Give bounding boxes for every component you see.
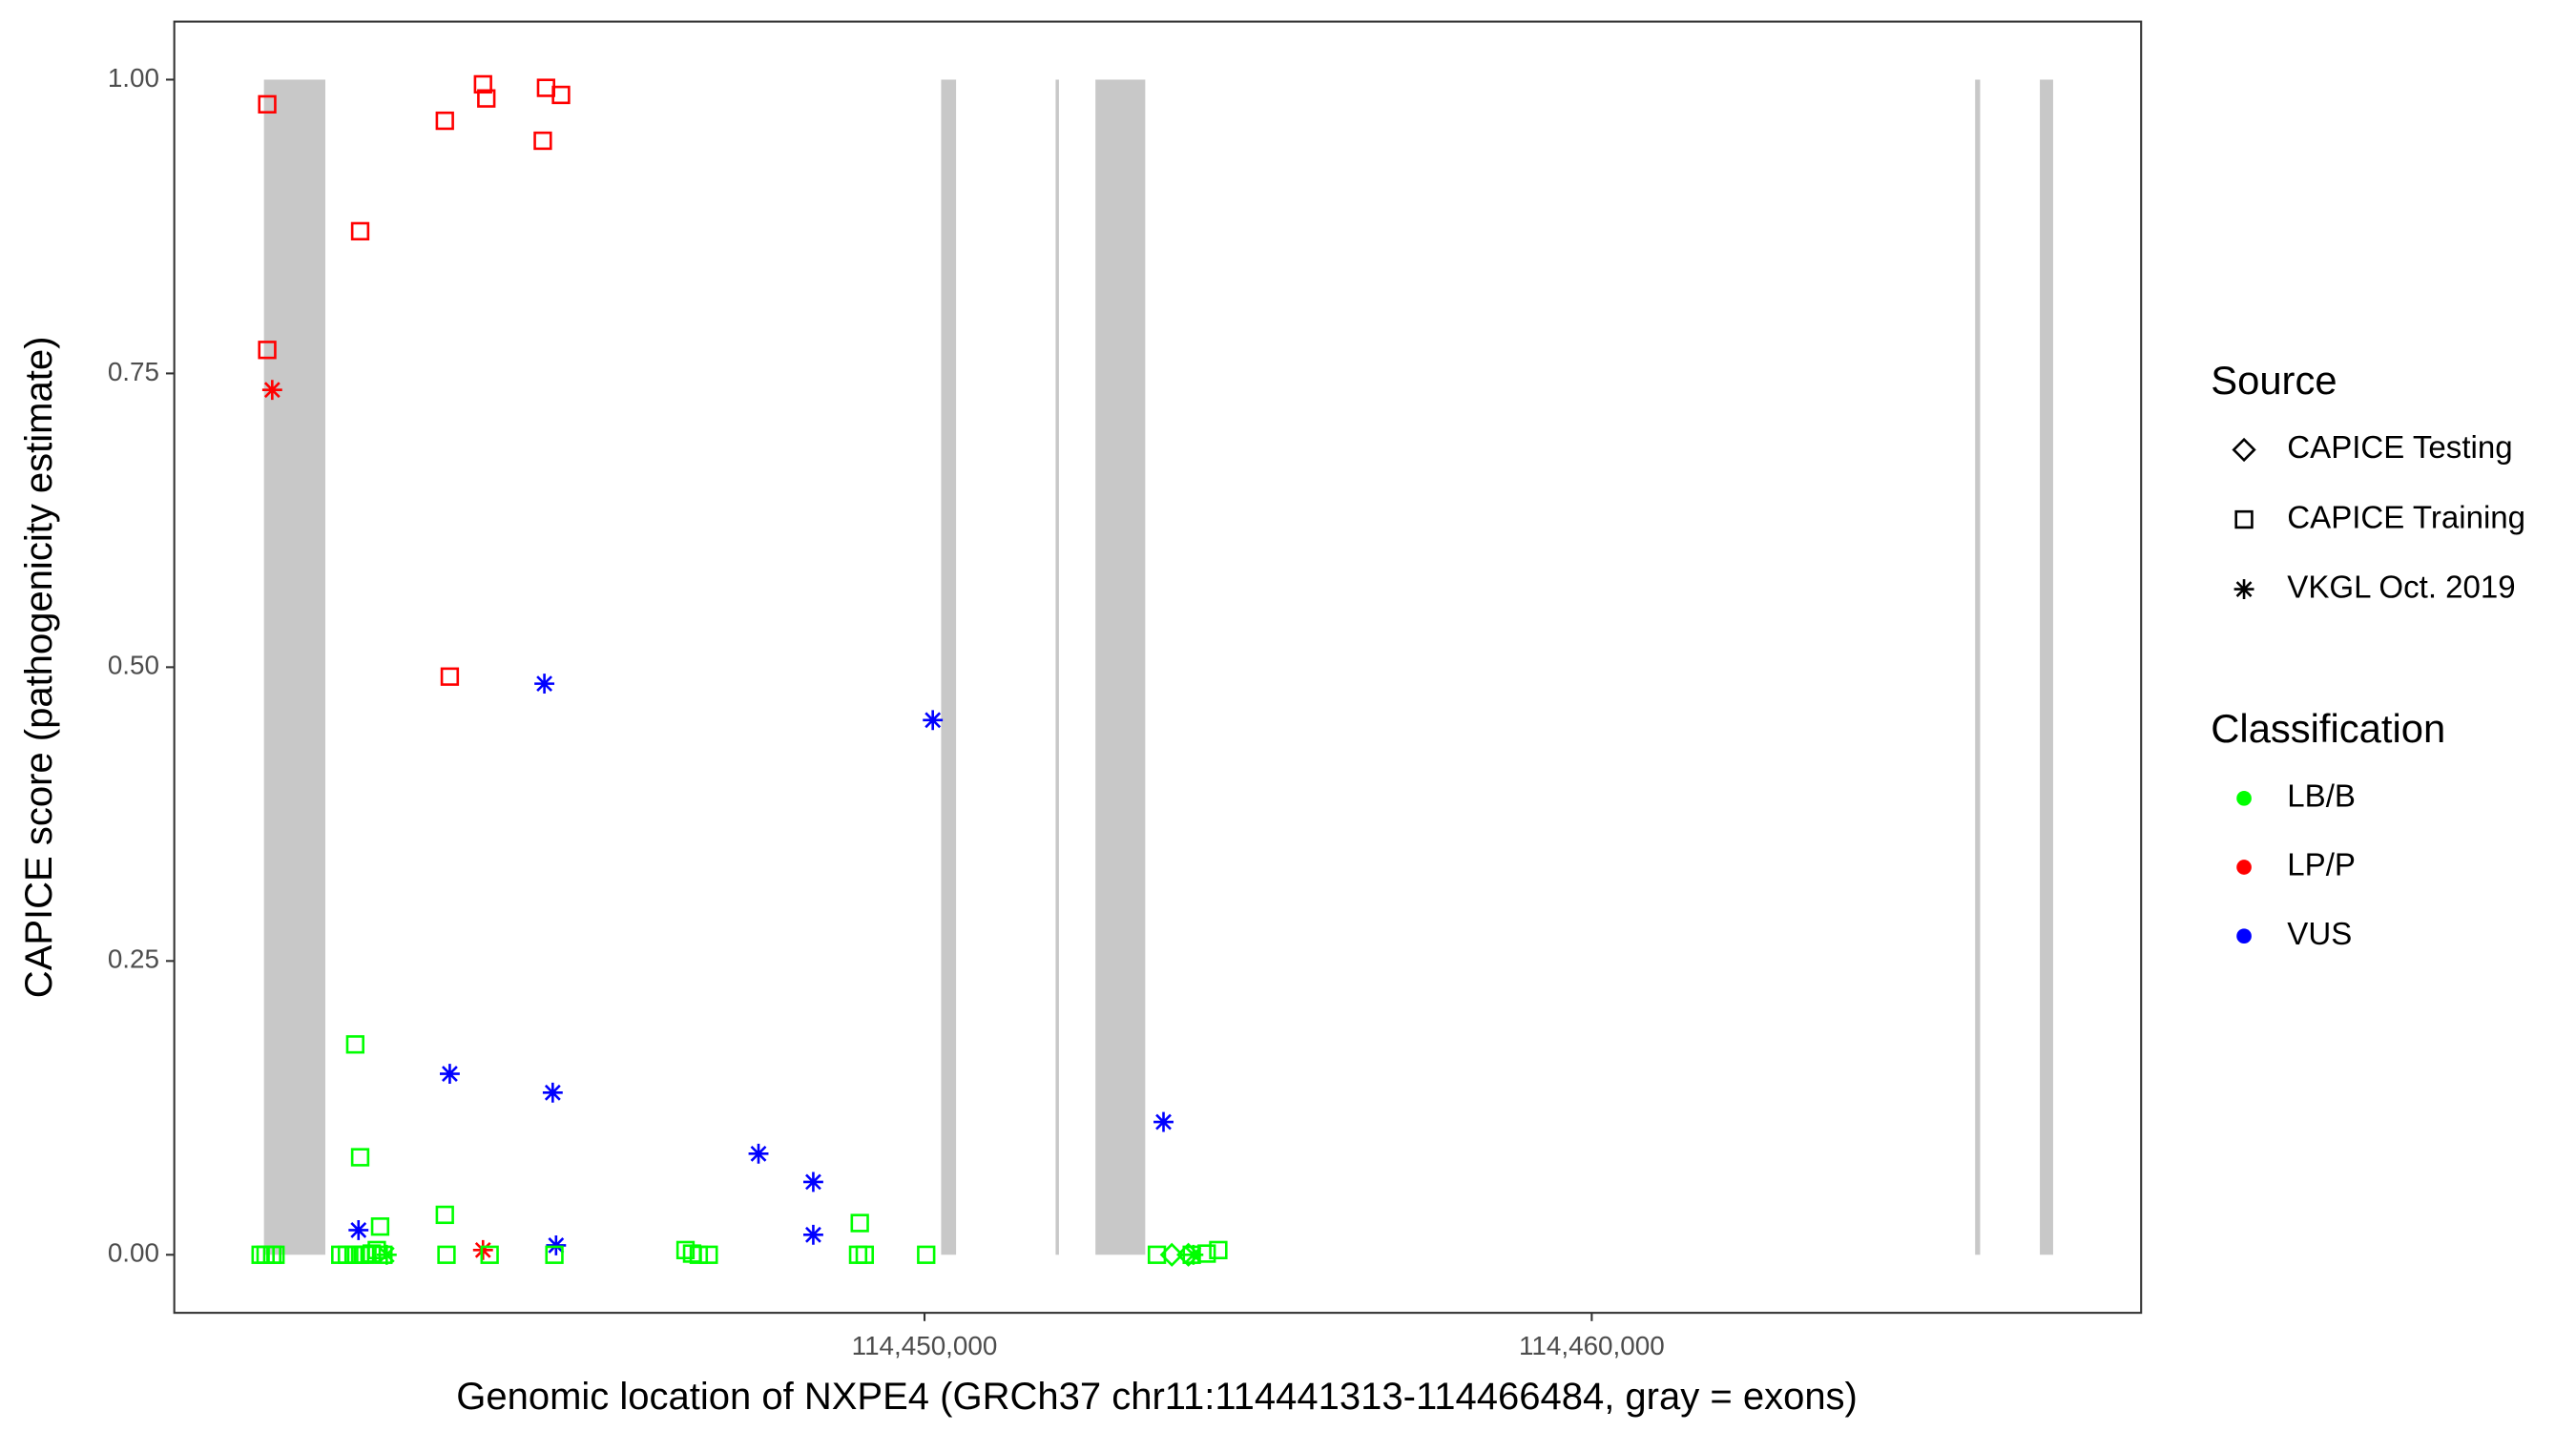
y-tick-label: 1.00 — [108, 63, 159, 93]
point — [533, 131, 552, 151]
point — [472, 1239, 493, 1260]
point — [689, 1245, 709, 1264]
point — [480, 1245, 499, 1264]
point — [545, 1245, 564, 1264]
y-tick-label: 0.25 — [108, 944, 159, 974]
point — [473, 74, 492, 94]
point — [802, 1224, 823, 1245]
point — [1159, 1242, 1184, 1267]
exon — [1095, 79, 1146, 1255]
y-tick-label: 0.00 — [108, 1238, 159, 1268]
y-tick-label: 0.50 — [108, 651, 159, 680]
point — [542, 1082, 563, 1103]
exon — [1975, 79, 1981, 1255]
legend-label: CAPICE Training — [2287, 500, 2525, 535]
point — [1153, 1111, 1174, 1132]
legend-label: VKGL Oct. 2019 — [2287, 570, 2515, 605]
legend-label: LB/B — [2287, 779, 2356, 815]
legend-title: Classification — [2211, 706, 2445, 751]
point — [1209, 1240, 1228, 1260]
point — [345, 1035, 364, 1054]
legend-title: Source — [2211, 358, 2337, 403]
x-tick-label: 114,460,000 — [1519, 1331, 1665, 1360]
legend-label: CAPICE Testing — [2287, 430, 2512, 466]
point — [917, 1245, 936, 1264]
point — [261, 380, 282, 401]
point — [439, 1064, 460, 1085]
legend-label: VUS — [2287, 917, 2352, 952]
point — [748, 1143, 769, 1164]
exon — [263, 79, 325, 1255]
point — [1197, 1244, 1216, 1263]
point — [367, 1240, 386, 1260]
point — [435, 1205, 454, 1225]
exon — [941, 79, 957, 1255]
point — [1147, 1245, 1167, 1264]
point — [435, 111, 454, 131]
point — [376, 1244, 397, 1265]
point — [1183, 1244, 1204, 1265]
point — [675, 1240, 696, 1260]
point — [266, 1245, 285, 1264]
plot-area — [251, 74, 2053, 1267]
exon — [1055, 79, 1059, 1255]
x-tick-label: 114,450,000 — [852, 1331, 998, 1360]
point — [350, 1148, 370, 1167]
point — [923, 710, 944, 731]
legend-key — [2234, 509, 2254, 529]
point — [802, 1172, 823, 1192]
point — [534, 674, 555, 695]
legend-key — [2233, 579, 2254, 600]
point — [477, 89, 496, 108]
point — [546, 1234, 567, 1255]
point — [350, 221, 370, 241]
point — [699, 1245, 718, 1264]
legend-key — [2236, 928, 2252, 944]
exon — [2040, 79, 2053, 1255]
x-axis-label: Genomic location of NXPE4 (GRCh37 chr11:… — [456, 1376, 1858, 1418]
point — [437, 1245, 456, 1264]
point — [551, 85, 571, 105]
legend-label: LP/P — [2287, 848, 2356, 883]
point — [370, 1217, 390, 1236]
point — [348, 1219, 369, 1240]
legend-key — [2236, 790, 2252, 806]
point — [850, 1213, 869, 1233]
point — [258, 94, 277, 114]
legend-key — [2232, 437, 2256, 463]
point — [258, 341, 277, 360]
y-axis-label: CAPICE score (pathogenicity estimate) — [18, 337, 60, 999]
point — [855, 1245, 875, 1264]
y-tick-label: 0.75 — [108, 357, 159, 386]
point — [440, 667, 460, 686]
legend-key — [2236, 860, 2252, 875]
